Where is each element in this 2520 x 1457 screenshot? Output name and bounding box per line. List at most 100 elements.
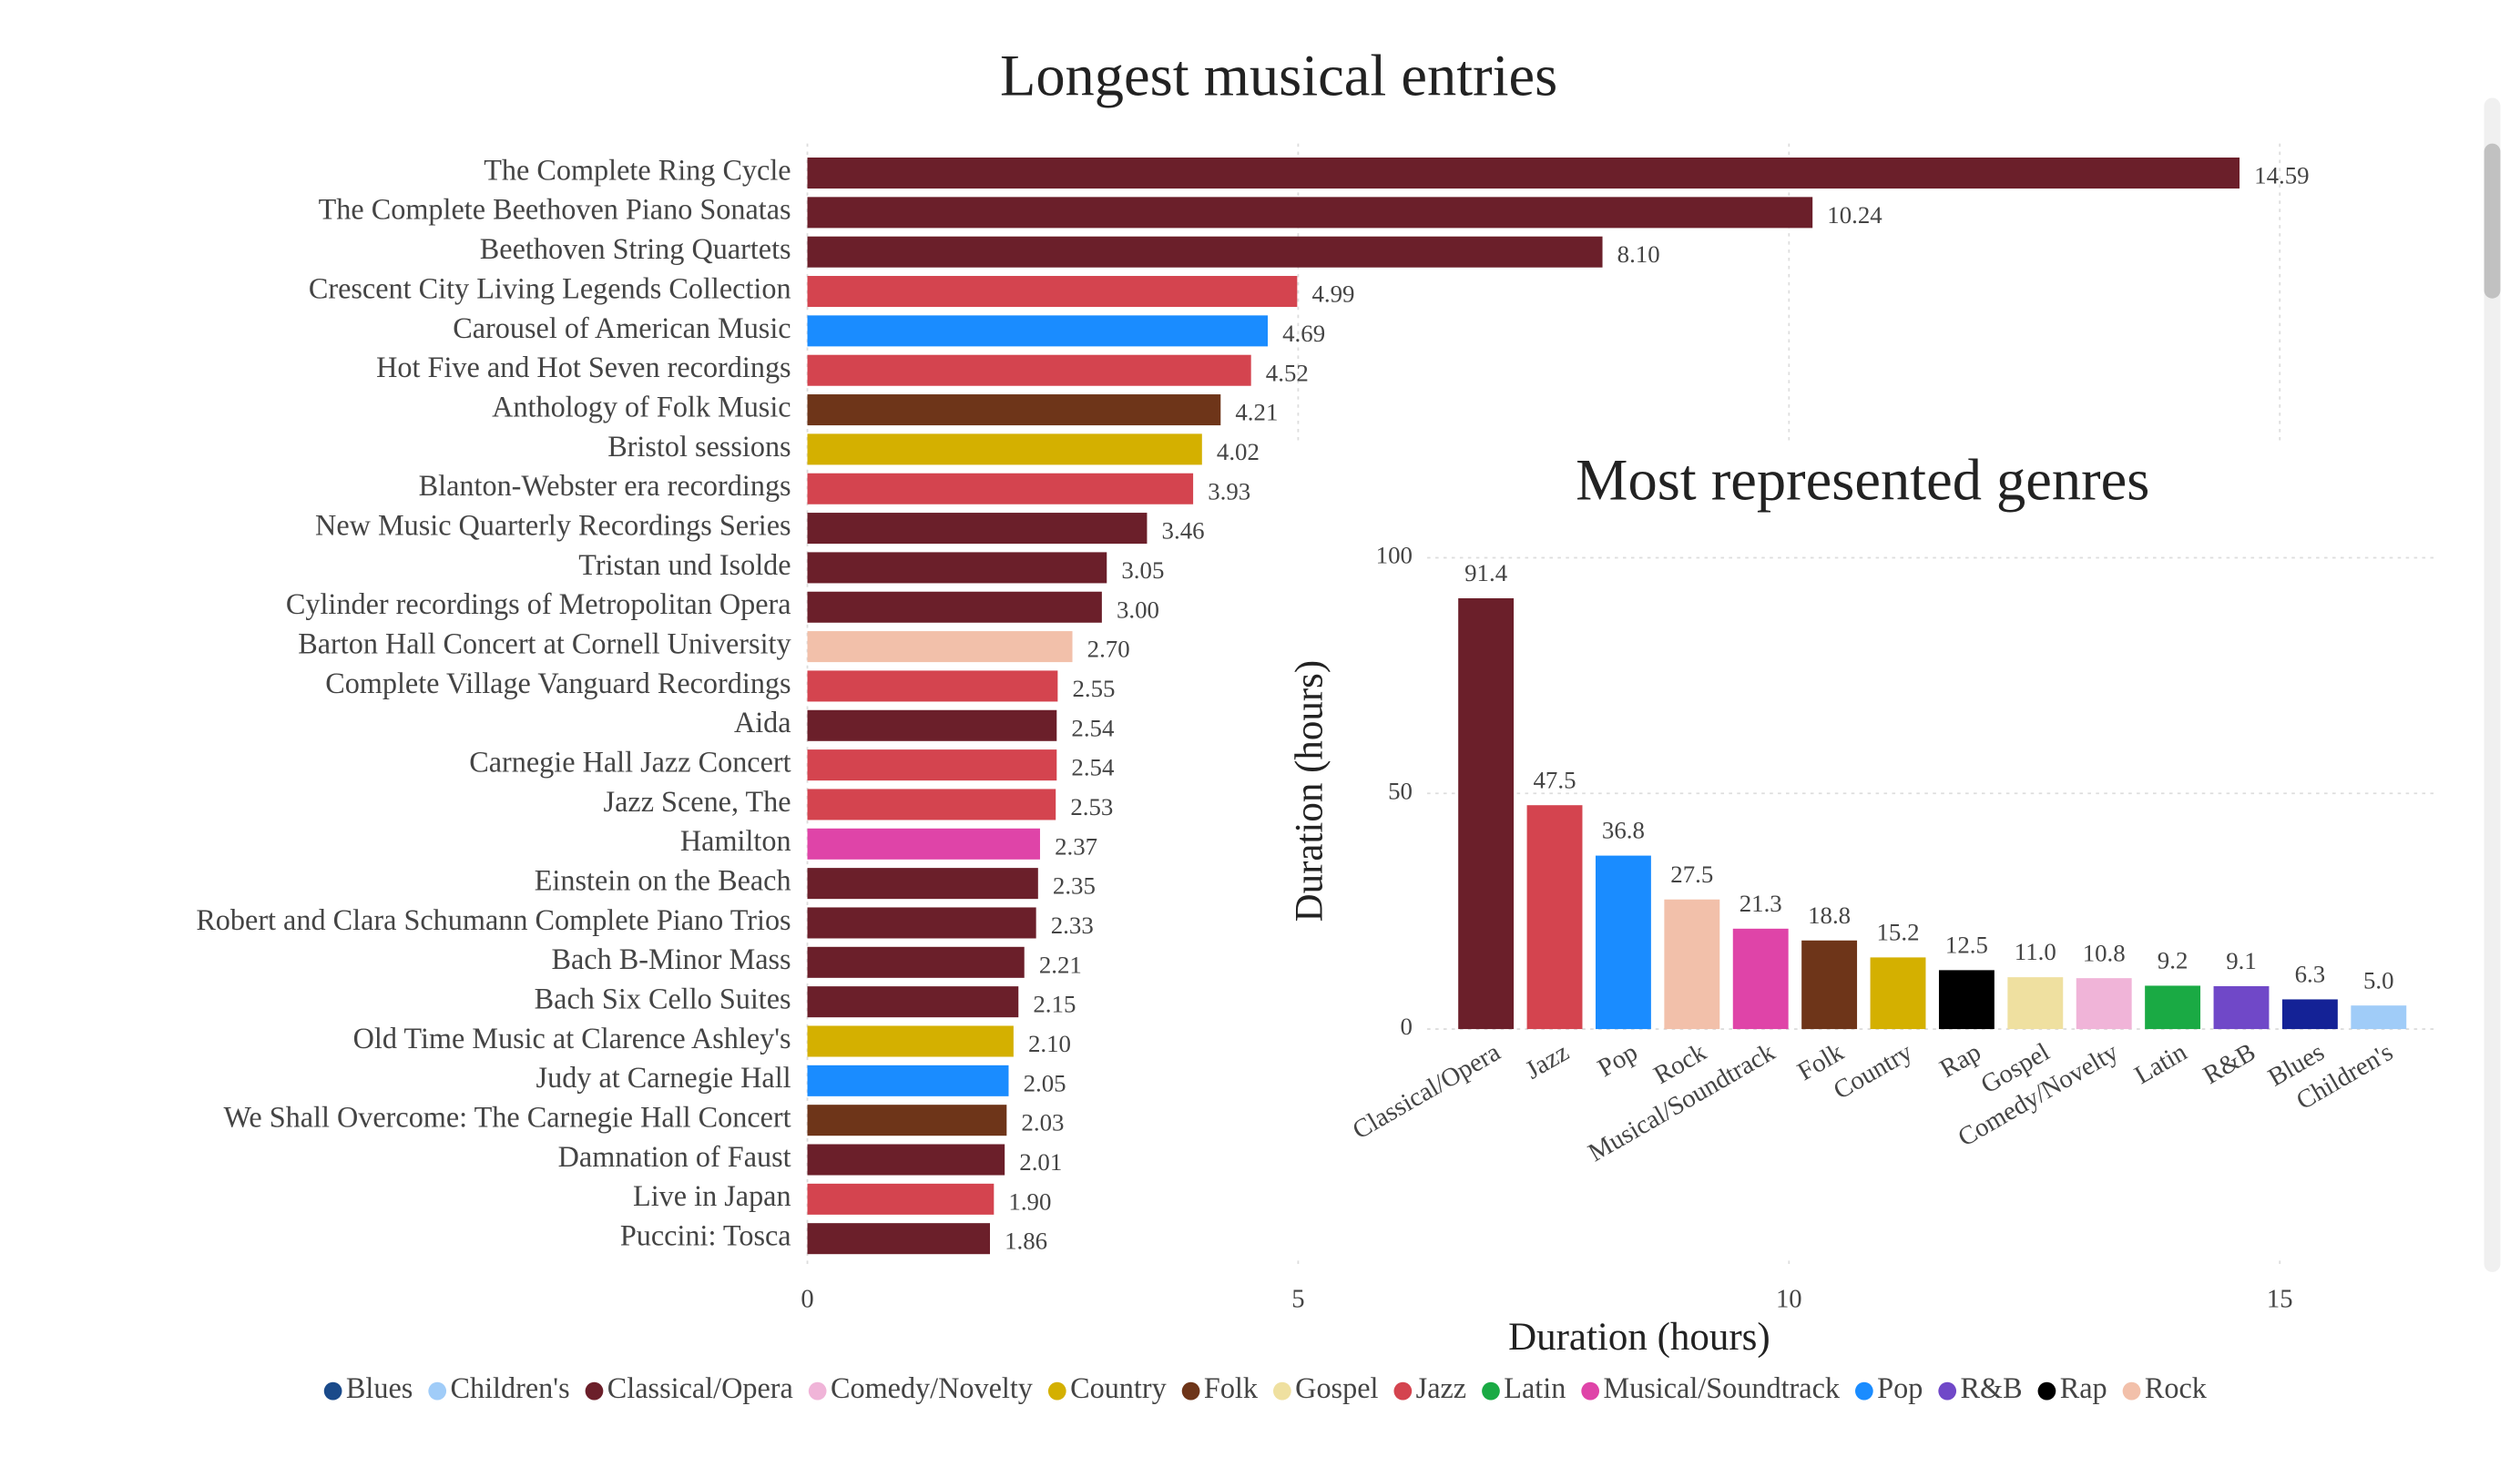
value-label: 21.3: [1740, 890, 1782, 917]
value-label: 1.86: [1005, 1228, 1047, 1255]
legend-label: Rap: [2060, 1371, 2107, 1404]
y-tick-label: The Complete Ring Cycle: [484, 153, 791, 186]
legend-label: Latin: [1504, 1371, 1566, 1404]
bar: [807, 394, 1221, 426]
bar: [807, 828, 1040, 860]
bar: [807, 749, 1057, 781]
bar: [807, 789, 1056, 820]
legend-marker: [585, 1381, 604, 1401]
x-tick-label: 15: [2267, 1285, 2293, 1314]
y-tick-label: 50: [1388, 777, 1413, 804]
value-label: 5.0: [2363, 966, 2394, 993]
y-tick-label: Blanton-Webster era recordings: [419, 469, 791, 502]
legend-marker: [2037, 1381, 2056, 1401]
bar: [807, 1025, 1014, 1057]
y-tick-label: Anthology of Folk Music: [492, 390, 791, 423]
bar: [807, 986, 1019, 1018]
value-label: 2.54: [1071, 754, 1115, 781]
legend: Blues Children's Classical/Opera Comedy/Nov…: [323, 1371, 2208, 1404]
bar: [807, 1223, 990, 1255]
legend-label: Musical/Soundtrack: [1604, 1371, 1841, 1404]
value-label: 3.05: [1121, 556, 1164, 584]
scrollbar-thumb[interactable]: [2484, 143, 2501, 299]
y-tick-label: We Shall Overcome: The Carnegie Hall Con…: [224, 1101, 791, 1134]
bar: [807, 591, 1102, 623]
value-label: 2.55: [1072, 675, 1115, 702]
legend-label: Rock: [2145, 1371, 2208, 1404]
y-tick-label: Complete Village Vanguard Recordings: [325, 667, 791, 699]
bar: [807, 552, 1107, 584]
y-tick-label: Carnegie Hall Jazz Concert: [469, 746, 791, 779]
value-label: 12.5: [1945, 931, 1988, 958]
legend-marker: [1273, 1381, 1291, 1401]
chart-title: Most represented genres: [1576, 447, 2149, 512]
value-label: 2.03: [1021, 1109, 1064, 1136]
legend-marker: [428, 1381, 447, 1401]
bar: [807, 158, 2240, 189]
legend-label: R&B: [1961, 1371, 2023, 1404]
value-label: 2.01: [1019, 1148, 1062, 1176]
legend-label: Country: [1070, 1371, 1167, 1404]
bar: [807, 907, 1036, 939]
y-tick-label: Tristan und Isolde: [578, 548, 791, 581]
y-tick-label: New Music Quarterly Recordings Series: [315, 508, 791, 541]
y-tick-label: Damnation of Faust: [558, 1140, 791, 1173]
value-label: 2.70: [1087, 636, 1130, 663]
legend-marker: [323, 1381, 342, 1401]
value-label: 4.02: [1217, 438, 1260, 465]
y-tick-label: Aida: [734, 706, 791, 739]
bar: [1870, 957, 1926, 1030]
bar: [807, 276, 1298, 308]
legend-marker: [1393, 1381, 1413, 1401]
bar: [807, 315, 1269, 347]
legend-label: Classical/Opera: [607, 1371, 793, 1404]
bar: [1938, 970, 1995, 1030]
inset-background: [1280, 443, 2464, 1257]
bar: [1526, 805, 1583, 1030]
value-label: 4.69: [1282, 320, 1325, 347]
legend-marker: [2122, 1381, 2141, 1401]
value-label: 2.53: [1070, 793, 1113, 820]
value-label: 91.4: [1464, 559, 1508, 586]
value-label: 2.05: [1024, 1069, 1066, 1096]
value-label: 2.33: [1051, 912, 1094, 939]
y-tick-label: Crescent City Living Legends Collection: [309, 271, 791, 304]
legend-label: Children's: [451, 1371, 570, 1404]
bar: [2281, 999, 2338, 1030]
y-tick-label: Puccini: Tosca: [620, 1219, 791, 1252]
bar: [2007, 977, 2064, 1030]
value-label: 9.1: [2226, 947, 2257, 974]
legend-label: Blues: [346, 1371, 413, 1404]
value-label: 3.00: [1117, 596, 1159, 623]
legend-marker: [1482, 1381, 1500, 1401]
legend-marker: [1938, 1381, 1957, 1401]
y-tick-label: Hot Five and Hot Seven recordings: [376, 351, 791, 383]
bar: [807, 1144, 1005, 1176]
scrollbar-track[interactable]: [2484, 97, 2501, 1272]
chart-title: Longest musical entries: [1000, 43, 1557, 107]
bar: [807, 1065, 1009, 1096]
bar: [1801, 940, 1858, 1030]
bar: [1664, 899, 1720, 1030]
legend-label: Gospel: [1295, 1371, 1378, 1404]
value-label: 27.5: [1670, 861, 1713, 888]
bar: [807, 354, 1251, 386]
y-axis-label: Duration (hours): [1289, 660, 1331, 922]
legend-marker: [1047, 1381, 1066, 1401]
value-label: 10.8: [2083, 939, 2126, 966]
value-label: 18.8: [1808, 902, 1851, 929]
value-label: 9.2: [2158, 947, 2188, 974]
y-tick-label: Barton Hall Concert at Cornell Universit…: [298, 627, 791, 659]
value-label: 1.90: [1008, 1187, 1051, 1215]
value-label: 2.54: [1071, 714, 1115, 741]
y-tick-label: Carousel of American Music: [453, 311, 791, 344]
value-label: 2.10: [1028, 1030, 1071, 1057]
value-label: 47.5: [1534, 766, 1576, 793]
y-tick-label: Robert and Clara Schumann Complete Piano…: [196, 903, 791, 936]
bar: [807, 236, 1603, 268]
legend-label: Jazz: [1416, 1371, 1466, 1404]
legend-marker: [1581, 1381, 1600, 1401]
legend-label: Comedy/Novelty: [831, 1371, 1033, 1404]
y-tick-label: Old Time Music at Clarence Ashley's: [353, 1022, 791, 1055]
bar: [807, 433, 1202, 465]
